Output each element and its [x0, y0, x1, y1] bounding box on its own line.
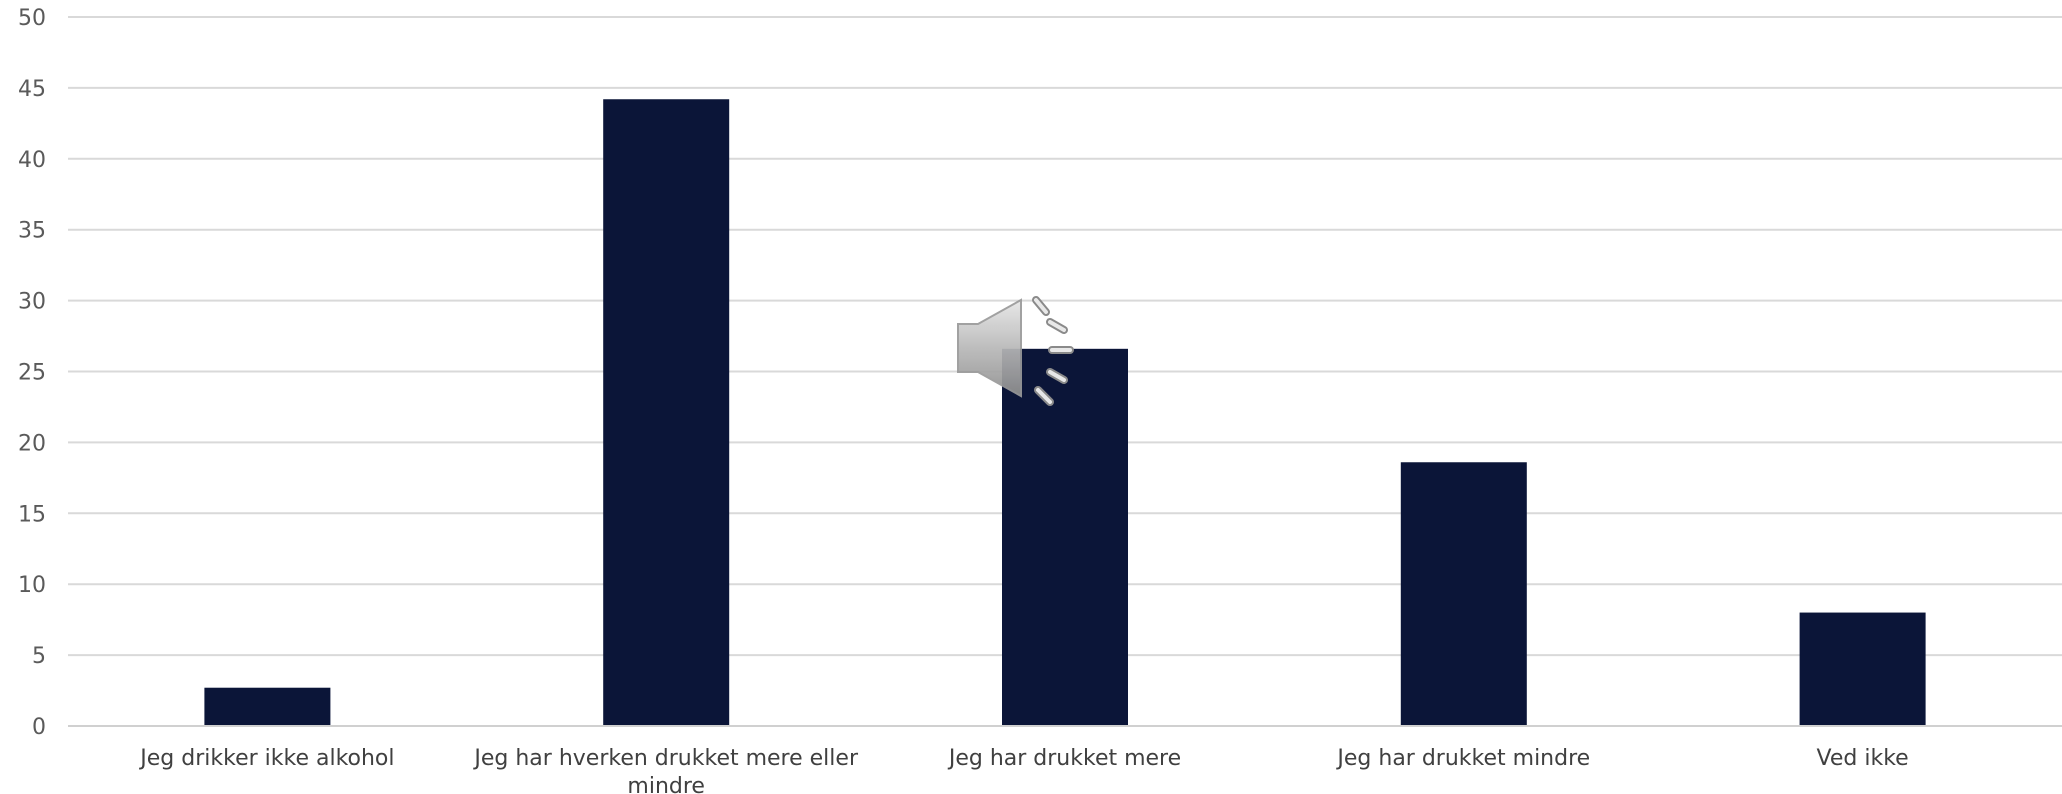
x-axis-category-labels: Jeg drikker ikke alkohol Jeg har hverken …: [138, 746, 1908, 794]
bar: [1002, 348, 1128, 726]
y-tick-label: 0: [32, 715, 46, 740]
y-tick-label: 50: [18, 6, 46, 31]
x-tick-label-line: Jeg har drukket mere: [947, 746, 1181, 771]
y-tick-label: 20: [18, 431, 46, 456]
y-tick-label: 5: [32, 644, 46, 669]
x-tick-label-line: mindre: [627, 774, 705, 794]
bar: [1400, 462, 1527, 726]
y-axis-tick-labels: 0 5 10 15 20 25 30 35 40 45 50: [18, 6, 46, 740]
x-tick-label-line: Jeg har hverken drukket mere eller: [472, 746, 859, 771]
y-tick-label: 25: [18, 361, 46, 386]
y-tick-label: 45: [18, 77, 46, 102]
y-tick-label: 30: [18, 290, 46, 315]
x-tick-label-line: Jeg drikker ikke alkohol: [138, 746, 394, 771]
x-tick-label: Jeg drikker ikke alkohol: [138, 746, 394, 771]
speaker-icon[interactable]: [957, 296, 1074, 406]
x-tick-label: Ved ikke: [1817, 746, 1909, 771]
bar: [603, 99, 730, 726]
y-tick-label: 15: [18, 502, 46, 527]
x-tick-label: Jeg har hverken drukket mere eller mindre: [472, 746, 859, 794]
y-tick-label: 35: [18, 219, 46, 244]
bar: [204, 687, 331, 726]
bar: [1799, 612, 1926, 726]
bars: [204, 99, 1926, 726]
y-tick-label: 40: [18, 148, 46, 173]
x-tick-label: Jeg har drukket mindre: [1335, 746, 1590, 771]
x-tick-label: Jeg har drukket mere: [947, 746, 1181, 771]
y-tick-label: 10: [18, 573, 46, 598]
x-tick-label-line: Ved ikke: [1817, 746, 1909, 771]
x-tick-label-line: Jeg har drukket mindre: [1335, 746, 1590, 771]
